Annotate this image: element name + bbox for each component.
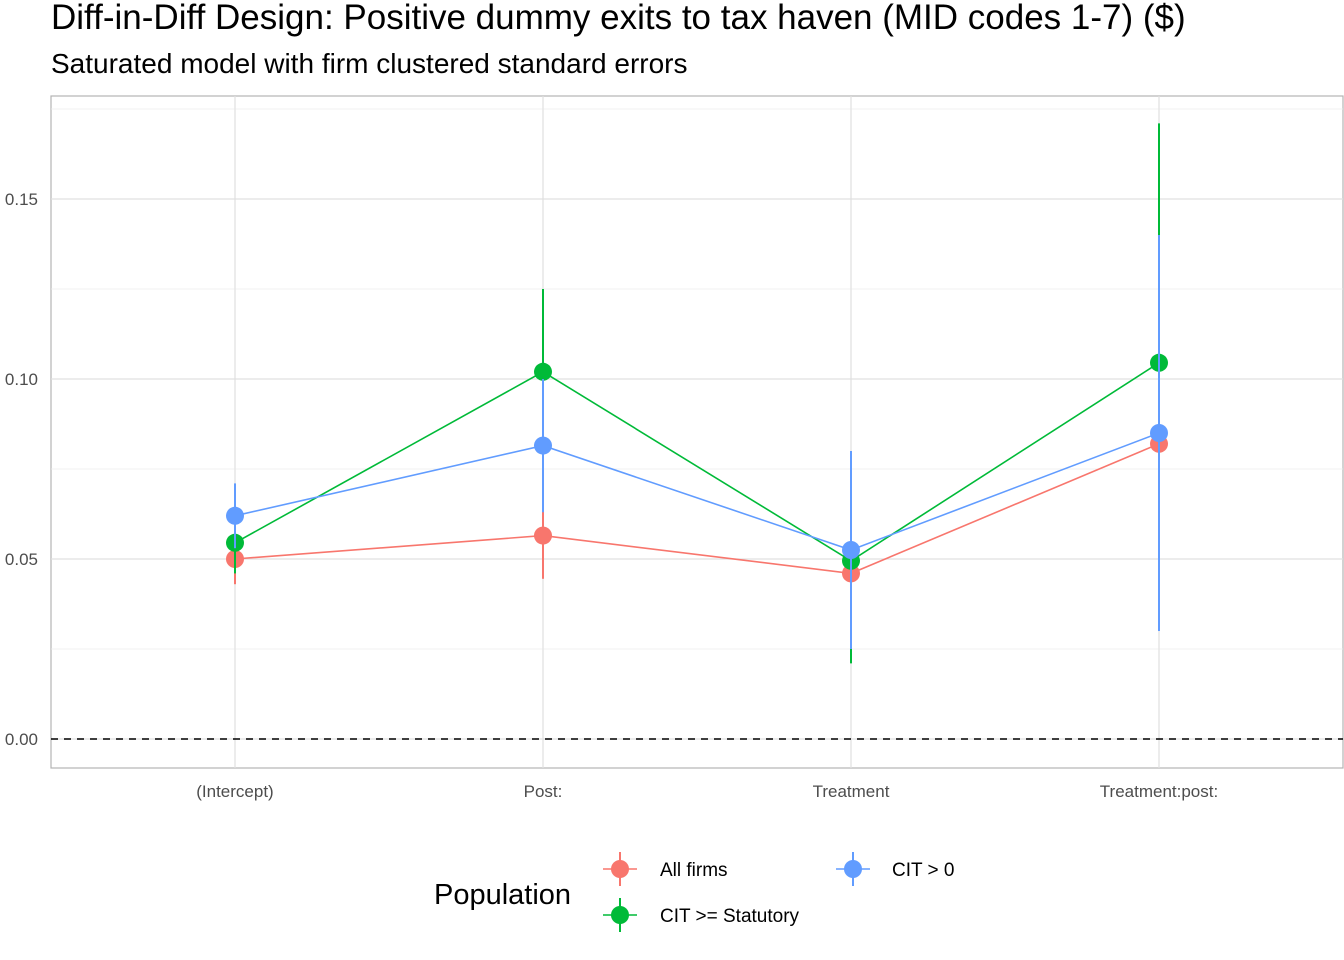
data-point — [534, 362, 552, 381]
legend-key-point — [844, 860, 862, 878]
legend-key — [836, 852, 870, 886]
y-tick-label: 0.05 — [5, 550, 38, 569]
axis-layer: 0.00 0.05 0.10 0.15 (Intercept) Post: Treatmen… — [5, 190, 1218, 801]
data-point — [226, 506, 244, 525]
legend-key-point — [611, 860, 629, 878]
y-tick-label: 0.00 — [5, 730, 38, 749]
chart-subtitle: Saturated model with firm clustered stan… — [51, 48, 688, 79]
plot-panel-border — [50, 95, 1344, 769]
series-line — [234, 362, 1160, 562]
series-line — [234, 432, 1160, 551]
series-cit-0 — [226, 235, 1168, 649]
legend-label: CIT >= Statutory — [660, 906, 800, 927]
legend-label: All firms — [660, 860, 728, 881]
series-line — [234, 443, 1160, 575]
series-layer — [226, 123, 1168, 664]
y-tick-label: 0.10 — [5, 370, 38, 389]
x-tick-label: (Intercept) — [196, 782, 273, 801]
data-point — [1150, 424, 1168, 442]
legend: Population All firms CIT >= Statutory CIT >… — [434, 852, 954, 932]
chart-title: Diff-in-Diff Design: Positive dummy exit… — [51, 0, 1186, 37]
legend-key — [603, 898, 637, 932]
legend-key-point — [611, 906, 629, 924]
data-point — [842, 541, 860, 559]
legend-key — [603, 852, 637, 886]
y-tick-label: 0.15 — [5, 190, 38, 209]
legend-label: CIT > 0 — [892, 860, 954, 881]
x-tick-label: Treatment:post: — [1100, 782, 1218, 801]
legend-title: Population — [434, 879, 571, 911]
x-tick-label: Treatment — [813, 782, 890, 801]
data-point — [534, 526, 552, 545]
data-point — [534, 436, 552, 455]
x-tick-label: Post: — [524, 782, 563, 801]
